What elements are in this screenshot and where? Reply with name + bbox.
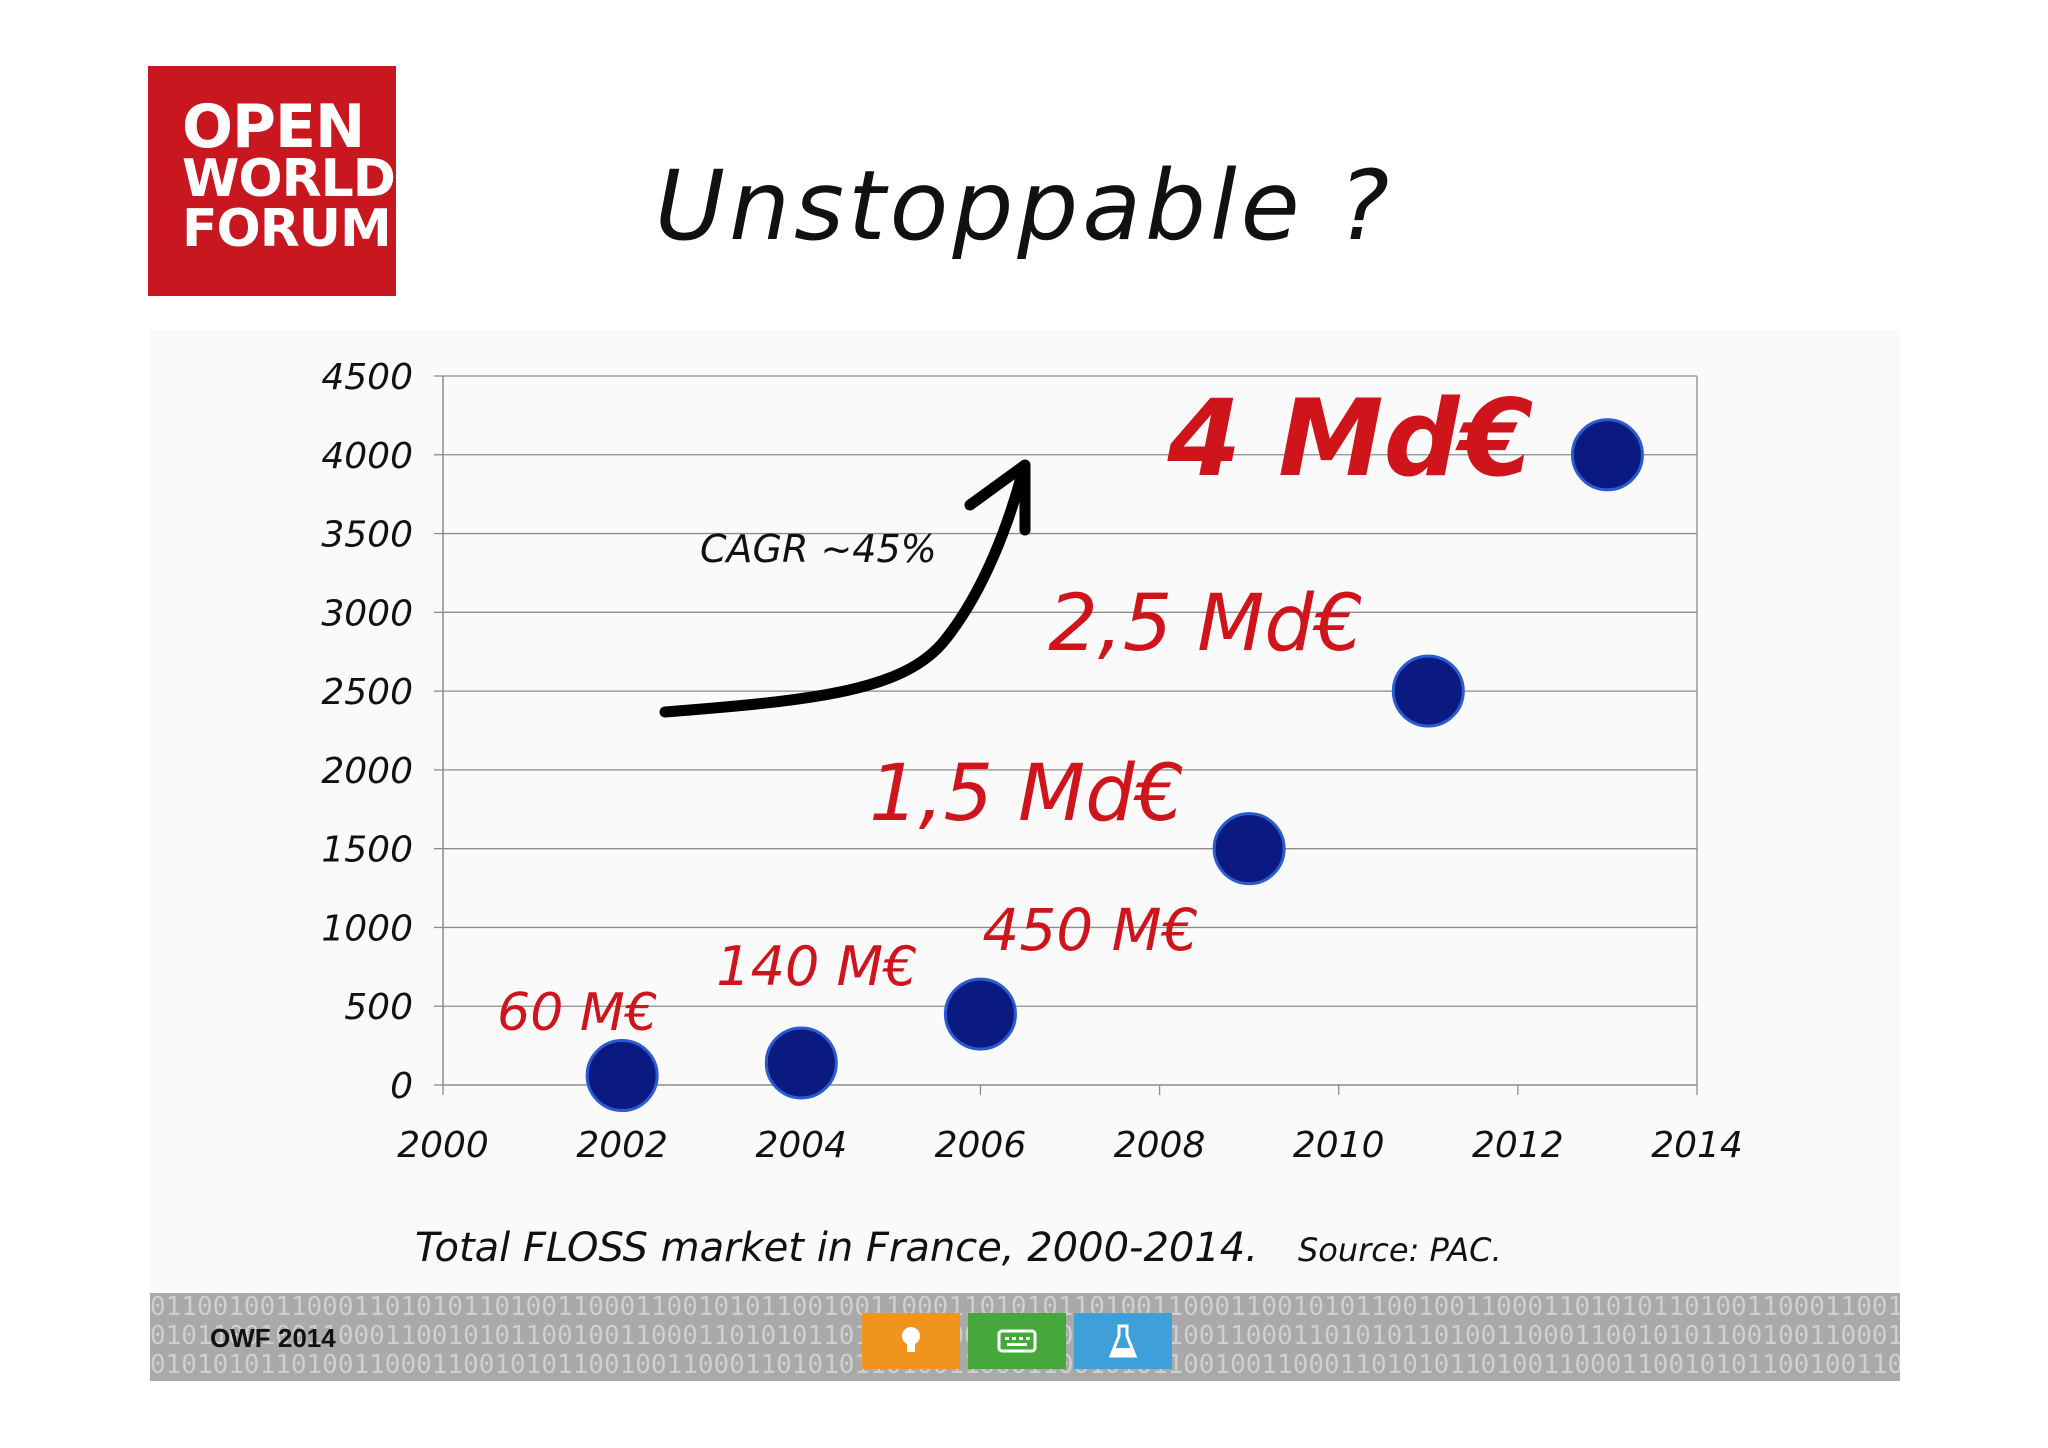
footer-label: OWF 2014 bbox=[210, 1323, 336, 1353]
data-point bbox=[764, 1026, 838, 1100]
x-tick-label: 2000 bbox=[397, 1125, 489, 1166]
x-tick-label: 2006 bbox=[935, 1125, 1027, 1166]
caption-source: Source: PAC. bbox=[1297, 1231, 1502, 1269]
bulb-icon bbox=[862, 1313, 960, 1369]
data-point bbox=[585, 1039, 659, 1113]
x-tick-label: 2004 bbox=[755, 1125, 847, 1166]
flask-icon bbox=[1074, 1313, 1172, 1369]
y-tick-label: 500 bbox=[344, 987, 413, 1028]
data-point bbox=[1212, 812, 1286, 886]
data-label: 140 M€ bbox=[716, 935, 917, 998]
logo-line-2: WORLD bbox=[182, 149, 396, 209]
x-tick-label: 2002 bbox=[576, 1125, 668, 1166]
footer-bar: 0110010011000110101011010011000110010101… bbox=[150, 1293, 1900, 1381]
y-tick-label: 1500 bbox=[321, 830, 413, 871]
chart-caption: Total FLOSS market in France, 2000-2014.… bbox=[415, 1225, 1502, 1271]
y-tick-label: 4000 bbox=[321, 436, 413, 477]
y-tick-label: 2000 bbox=[321, 751, 413, 792]
data-label: 60 M€ bbox=[497, 983, 658, 1043]
cagr-arrow bbox=[659, 464, 1029, 718]
data-point bbox=[1391, 654, 1465, 728]
y-tick-label: 1000 bbox=[321, 908, 413, 949]
y-tick-label: 3000 bbox=[321, 593, 413, 634]
cagr-arrowhead bbox=[964, 459, 1031, 536]
x-tick-label: 2012 bbox=[1472, 1125, 1564, 1166]
caption-text: Total FLOSS market in France, 2000-2014. bbox=[415, 1225, 1258, 1271]
y-tick-label: 3500 bbox=[321, 515, 413, 556]
data-label: 4 Md€ bbox=[1166, 377, 1533, 500]
keyboard-icon bbox=[968, 1313, 1066, 1369]
slide-title: Unstoppable ? bbox=[654, 150, 1394, 262]
x-tick-label: 2014 bbox=[1651, 1125, 1743, 1166]
data-label: 1,5 Md€ bbox=[869, 749, 1184, 839]
x-tick-label: 2008 bbox=[1114, 1125, 1206, 1166]
open-world-forum-logo: OPEN WORLD FORUM bbox=[148, 66, 396, 296]
data-label: 2,5 Md€ bbox=[1048, 579, 1363, 669]
data-point bbox=[1570, 418, 1644, 492]
cagr-annotation: CAGR ~45% bbox=[700, 527, 937, 571]
y-tick-label: 2500 bbox=[321, 672, 413, 713]
y-tick-label: 0 bbox=[390, 1066, 413, 1107]
data-point bbox=[943, 977, 1017, 1051]
logo-line-3: FORUM bbox=[182, 199, 392, 259]
y-tick-label: 4500 bbox=[321, 357, 413, 398]
logo-line-1: OPEN bbox=[182, 92, 365, 162]
data-label: 450 M€ bbox=[982, 896, 1198, 964]
x-tick-label: 2010 bbox=[1293, 1125, 1385, 1166]
